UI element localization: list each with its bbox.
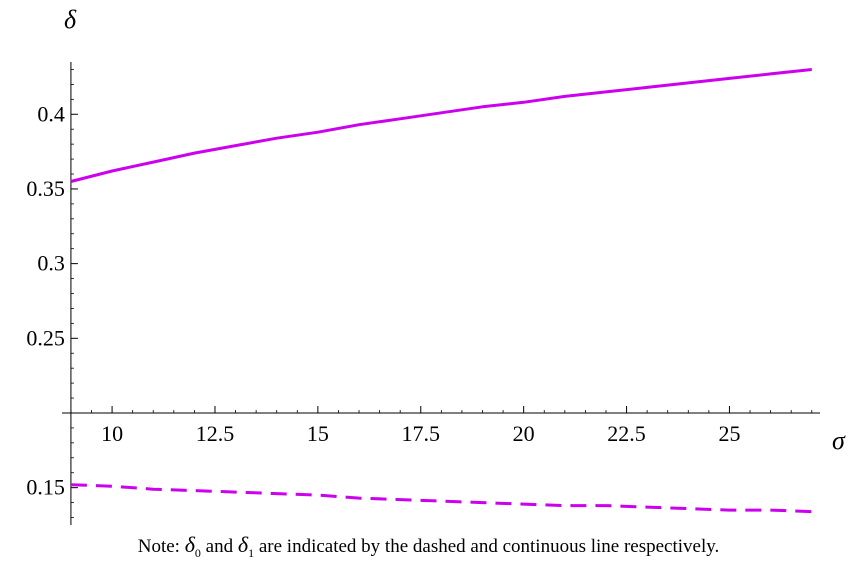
note-delta1-subscript: 1 <box>248 545 255 560</box>
series-line-dashed <box>70 483 812 514</box>
axes <box>62 62 820 525</box>
series-group <box>70 68 812 514</box>
series-line-solid <box>70 68 812 183</box>
note-prefix: Note: <box>137 536 185 557</box>
x-tick-label: 20 <box>513 421 535 446</box>
y-tick-label: 0.35 <box>26 176 65 201</box>
tick-labels: 10 12.5 15 17.5 20 22.5 25 0.15 0.25 0.3 0.35 0.4 <box>26 101 740 499</box>
figure-note: Note: δ0 and δ1 are indicated by the das… <box>0 532 857 561</box>
note-and: and <box>200 536 238 557</box>
ticks <box>70 69 813 518</box>
x-tick-label: 15 <box>307 421 329 446</box>
x-axis-label: σ <box>832 426 846 455</box>
note-suffix: are indicated by the dashed and continuo… <box>254 536 720 557</box>
note-delta1-symbol: δ <box>237 532 249 557</box>
x-tick-label: 22.5 <box>607 421 646 446</box>
note-delta0-symbol: δ <box>184 532 195 557</box>
x-tick-label: 17.5 <box>402 421 441 446</box>
y-tick-label: 0.4 <box>37 101 65 126</box>
x-tick-label: 10 <box>101 421 123 446</box>
x-tick-label: 25 <box>718 421 740 446</box>
note-delta0-subscript: 0 <box>194 545 201 560</box>
y-tick-label: 0.3 <box>37 251 65 276</box>
y-axis-label: δ <box>64 5 77 34</box>
y-tick-label: 0.15 <box>26 475 65 500</box>
y-tick-label: 0.25 <box>26 325 65 350</box>
x-tick-label: 12.5 <box>196 421 235 446</box>
